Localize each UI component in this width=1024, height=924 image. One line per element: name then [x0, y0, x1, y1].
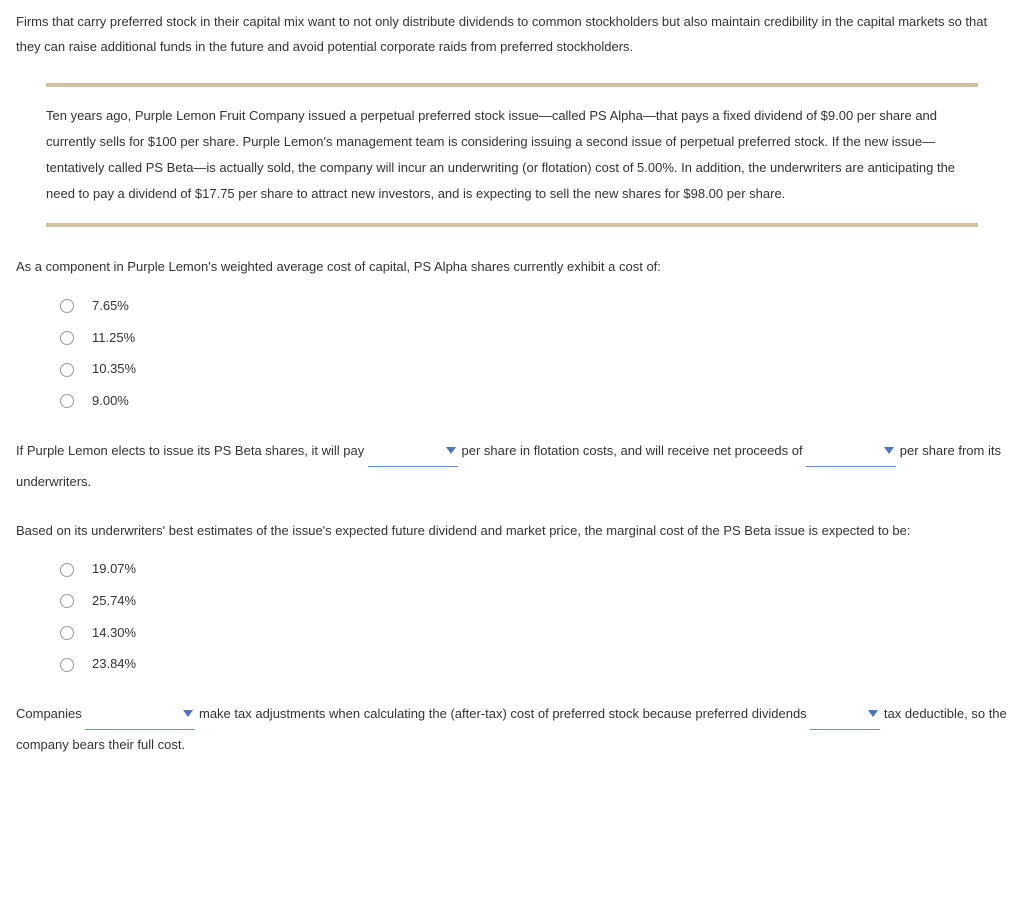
option-label: 25.74%	[92, 589, 136, 614]
q1-option-3[interactable]: 9.00%	[60, 389, 1008, 414]
option-label: 9.00%	[92, 389, 129, 414]
chevron-down-icon	[884, 447, 894, 454]
option-label: 7.65%	[92, 294, 129, 319]
option-label: 10.35%	[92, 357, 136, 382]
chevron-down-icon	[183, 710, 193, 717]
option-label: 19.07%	[92, 557, 136, 582]
radio-icon[interactable]	[60, 594, 74, 608]
option-label: 11.25%	[92, 326, 135, 351]
q1-prompt: As a component in Purple Lemon's weighte…	[16, 255, 1008, 280]
q4-text-2: make tax adjustments when calculating th…	[195, 706, 810, 721]
q2-text-1: If Purple Lemon elects to issue its PS B…	[16, 443, 368, 458]
q1-options: 7.65% 11.25% 10.35% 9.00%	[60, 294, 1008, 414]
q4-fill-in: Companies make tax adjustments when calc…	[16, 699, 1008, 760]
chevron-down-icon	[868, 710, 878, 717]
scenario-text: Ten years ago, Purple Lemon Fruit Compan…	[46, 97, 978, 213]
radio-icon[interactable]	[60, 363, 74, 377]
q4-dropdown-1[interactable]	[85, 699, 195, 730]
radio-icon[interactable]	[60, 299, 74, 313]
q3-option-0[interactable]: 19.07%	[60, 557, 1008, 582]
q1-option-2[interactable]: 10.35%	[60, 357, 1008, 382]
radio-icon[interactable]	[60, 394, 74, 408]
intro-text: Firms that carry preferred stock in thei…	[16, 10, 1008, 59]
q4-text-1: Companies	[16, 706, 85, 721]
q3-options: 19.07% 25.74% 14.30% 23.84%	[60, 557, 1008, 677]
q1-option-0[interactable]: 7.65%	[60, 294, 1008, 319]
option-label: 23.84%	[92, 652, 136, 677]
q3-option-3[interactable]: 23.84%	[60, 652, 1008, 677]
scenario-block: Ten years ago, Purple Lemon Fruit Compan…	[16, 83, 1008, 227]
q4-dropdown-2[interactable]	[810, 699, 880, 730]
option-label: 14.30%	[92, 621, 136, 646]
q3-option-2[interactable]: 14.30%	[60, 621, 1008, 646]
radio-icon[interactable]	[60, 658, 74, 672]
radio-icon[interactable]	[60, 626, 74, 640]
q2-text-2: per share in flotation costs, and will r…	[458, 443, 806, 458]
divider-top	[46, 83, 978, 87]
q2-dropdown-1[interactable]	[368, 436, 458, 467]
radio-icon[interactable]	[60, 331, 74, 345]
q3-prompt: Based on its underwriters' best estimate…	[16, 519, 1008, 544]
q2-dropdown-2[interactable]	[806, 436, 896, 467]
q1-option-1[interactable]: 11.25%	[60, 326, 1008, 351]
chevron-down-icon	[446, 447, 456, 454]
radio-icon[interactable]	[60, 563, 74, 577]
q3-option-1[interactable]: 25.74%	[60, 589, 1008, 614]
divider-bottom	[46, 223, 978, 227]
q2-fill-in: If Purple Lemon elects to issue its PS B…	[16, 436, 1008, 497]
